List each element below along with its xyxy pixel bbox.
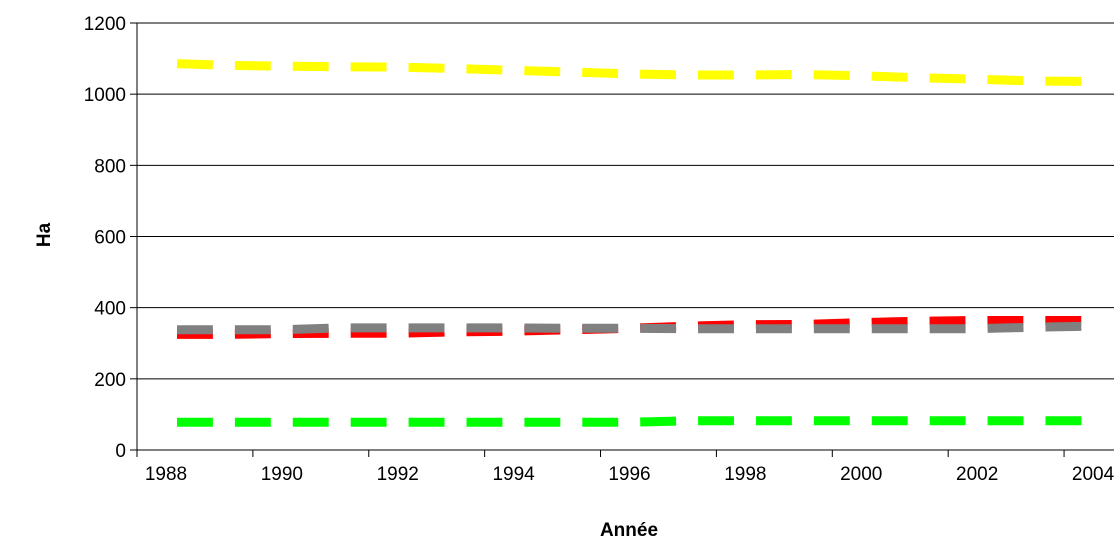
x-tick-label: 1990 <box>261 464 303 485</box>
gridlines <box>137 22 1114 380</box>
y-tick-label: 400 <box>94 299 126 320</box>
axes <box>130 22 1114 457</box>
y-tick-label: 1200 <box>84 14 126 35</box>
x-tick-label: 1998 <box>724 464 766 485</box>
series-line-2 <box>166 316 1093 339</box>
y-tick-label: 600 <box>94 228 126 249</box>
y-tick-label: 800 <box>94 156 126 177</box>
x-tick-label: 2000 <box>840 464 882 485</box>
x-axis-title: Année <box>600 520 658 538</box>
x-tick-label: 1992 <box>377 464 419 485</box>
series-line-1 <box>165 58 1094 86</box>
series-line-3 <box>166 321 1094 335</box>
y-tick-label: 1000 <box>84 85 126 106</box>
series-line-4 <box>166 416 1093 427</box>
x-tick-label: 1988 <box>145 464 187 485</box>
y-axis-title: Ha <box>34 222 55 247</box>
x-tick-label: 1996 <box>608 464 650 485</box>
y-tick-labels: 0 200 400 600 800 1000 1200 <box>84 14 126 462</box>
x-tick-labels: 1988 1990 1992 1994 1996 1998 2000 2002 2004 <box>145 464 1114 485</box>
y-tick-label: 200 <box>94 370 126 391</box>
x-tick-label: 2004 <box>1072 464 1114 485</box>
x-tick-label: 2002 <box>956 464 998 485</box>
series-layer <box>165 58 1094 427</box>
y-tick-label: 0 <box>115 441 126 462</box>
x-tick-label: 1994 <box>492 464 535 485</box>
